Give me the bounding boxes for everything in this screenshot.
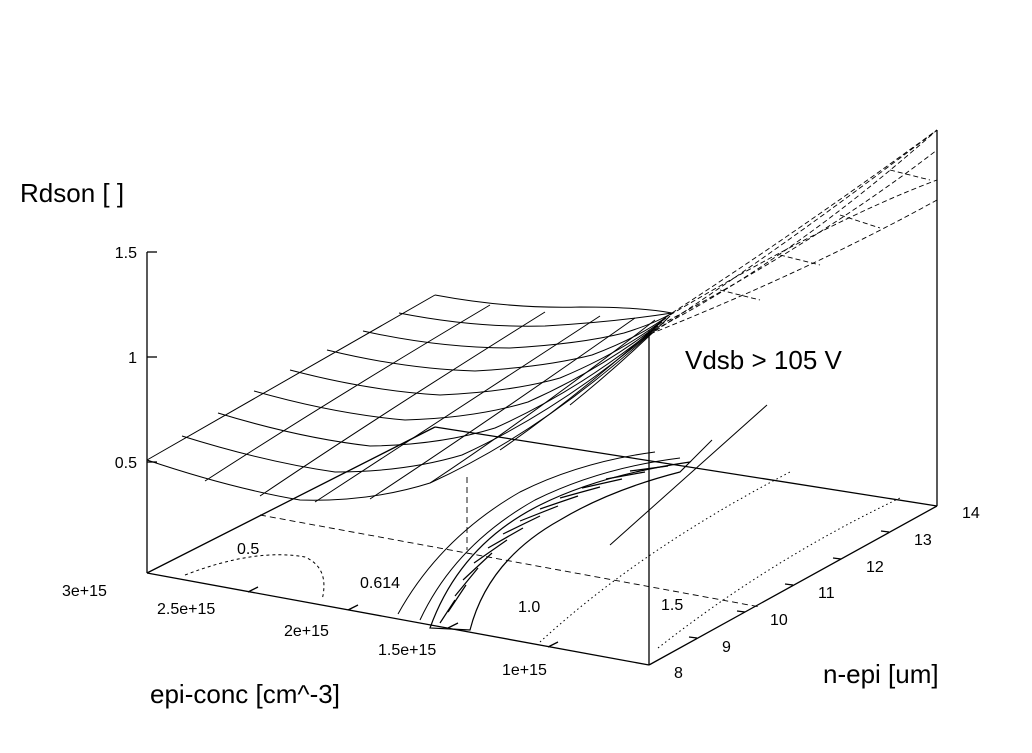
y-tick-label: 13 (914, 532, 932, 549)
hatch-line (519, 505, 559, 522)
contour-0.614-outer (397, 451, 656, 615)
y-tick-mark (832, 557, 842, 560)
z-tick-label: 0.5 (115, 455, 137, 472)
projection-guides (259, 477, 761, 608)
hatch-line (473, 539, 508, 564)
mesh-col (569, 315, 671, 406)
hatch-line (462, 552, 493, 581)
base-edge-right (648, 505, 938, 666)
contour-1.5 (657, 497, 901, 649)
hatch-line (539, 495, 579, 510)
mesh-row (181, 329, 655, 473)
x-tick-mark (547, 641, 559, 648)
mesh-col (314, 315, 601, 503)
annotation-pointers (609, 404, 768, 546)
z-tick-label: 1.5 (115, 245, 137, 262)
x-tick-label: 1.5e+15 (378, 642, 436, 659)
contour-1.0 (539, 471, 791, 643)
mesh-row (434, 294, 673, 314)
mesh-col (369, 317, 636, 500)
hatched-region (429, 461, 692, 631)
x-tick-mark (447, 622, 459, 629)
mesh-dashed-line (839, 214, 881, 229)
mesh-dashed-line (649, 199, 938, 335)
x-axis-title: epi-conc [cm^-3] (150, 679, 340, 709)
x-tick-label: 2.5e+15 (157, 601, 215, 618)
contours (184, 451, 901, 649)
contour-0.614-inner (419, 457, 681, 621)
contour-0.5 (184, 554, 325, 601)
hatch-line (581, 478, 623, 489)
y-tick-mark (688, 636, 698, 639)
x-tick-label: 2e+15 (284, 623, 329, 640)
mesh-col (259, 311, 546, 497)
x-tick-label: 1e+15 (502, 662, 547, 679)
x-tick-label: 3e+15 (62, 583, 107, 600)
y-axis-title: n-epi [um] (823, 659, 939, 689)
hatch-line (487, 527, 524, 549)
mesh-dashed-line (669, 179, 938, 316)
z-ticks (147, 251, 157, 463)
surface-mesh-dashed (648, 129, 938, 336)
mesh-row (289, 317, 667, 396)
y-tick-label: 12 (866, 559, 884, 576)
y-tick-label: 8 (674, 665, 683, 682)
y-tick-mark (784, 583, 794, 586)
hatch-lines (439, 465, 669, 624)
annotation-pointer (609, 404, 768, 546)
contour-label: 1.0 (518, 599, 540, 616)
mesh-dashed-line (719, 289, 761, 301)
mesh-col (204, 304, 491, 482)
y-tick-label: 14 (962, 505, 980, 522)
mesh-dashed-line (671, 129, 938, 314)
hatch-line (454, 567, 479, 597)
contour-label: 0.614 (360, 575, 400, 592)
hatch-line (447, 584, 467, 613)
contour-label: 1.5 (661, 597, 683, 614)
base-edge-left (146, 426, 436, 574)
mesh-dashed-line (889, 169, 931, 181)
y-tick-label: 11 (818, 585, 835, 602)
mesh-col (499, 317, 666, 451)
mesh-dashed-line (653, 129, 938, 331)
base-edge-front (146, 572, 650, 666)
mesh-row (362, 312, 673, 349)
y-tick-label: 10 (770, 612, 788, 629)
mesh-dashed-line (779, 254, 821, 266)
mesh-row (217, 325, 659, 447)
mesh-col (429, 319, 656, 484)
annotation-pointer (689, 439, 713, 463)
contour-label: 0.5 (237, 541, 259, 558)
surface-mesh (146, 294, 673, 503)
breakdown-annotation: Vdsb > 105 V (685, 345, 842, 375)
x-ticks (247, 586, 559, 648)
x-tick-mark (247, 586, 259, 593)
mesh-col (146, 294, 436, 461)
hatch-line (605, 471, 646, 480)
x-tick-mark (347, 604, 359, 611)
z-axis-title: Rdson [ ] (20, 178, 124, 208)
hatch-line (629, 465, 669, 472)
mesh-row (398, 312, 673, 327)
y-tick-mark (736, 610, 746, 613)
y-tick-label: 9 (722, 639, 731, 656)
mesh-dashed-line (659, 149, 938, 326)
y-ticks (688, 530, 890, 639)
hatch-line (439, 599, 456, 624)
hatch-boundary (429, 461, 692, 631)
y-tick-mark (880, 530, 890, 533)
mesh-row (146, 334, 650, 501)
z-tick-label: 1 (128, 350, 137, 367)
hatch-line (502, 515, 541, 535)
mesh-row (253, 321, 663, 421)
guide-back (259, 514, 761, 608)
hatch-line (559, 486, 601, 499)
